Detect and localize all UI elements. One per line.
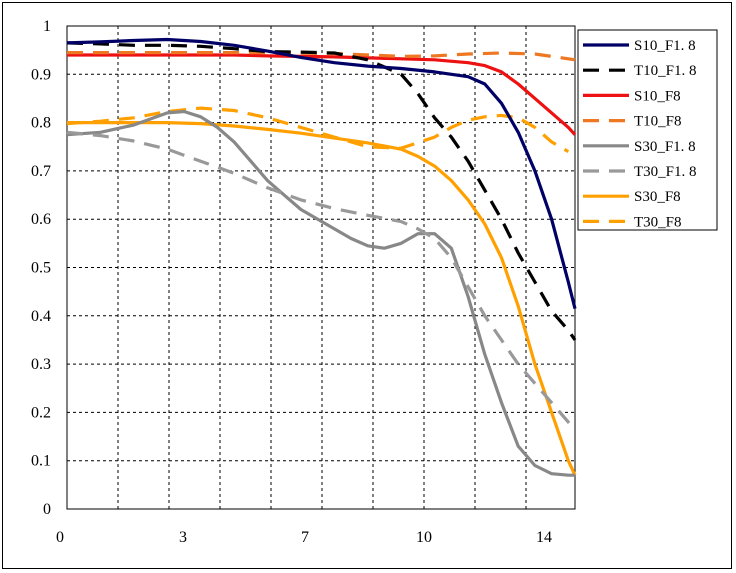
x-tick-label: 0 [56,529,64,546]
y-tick-label: 1 [43,18,51,35]
y-tick-label: 0.7 [31,163,51,180]
series-line-s10-f8 [67,53,577,136]
x-tick-label: 10 [416,529,432,546]
y-tick-label: 0.5 [31,260,51,277]
legend-label: T30_F1. 8 [634,164,697,180]
series-line-s30-f1-8 [66,109,575,477]
x-tick-label: 14 [536,529,552,546]
legend-label: S30_F1. 8 [634,139,696,155]
y-tick-label: 0.9 [31,66,51,83]
series-line-t10-f1-8 [66,41,577,341]
legend-label: S10_F1. 8 [634,38,696,54]
series-line-s30-f8 [67,121,577,476]
y-tick-label: 0.3 [31,356,51,373]
y-tick-label: 0.6 [31,211,51,228]
y-tick-label: 0.8 [31,115,51,132]
legend-label: S10_F8 [634,88,681,104]
x-tick-label: 3 [179,529,187,546]
y-tick-label: 0.4 [31,308,51,325]
x-axis-ticks: 0 3 7 10 14 [56,529,552,546]
y-axis-ticks: 0 0.1 0.2 0.3 0.4 0.5 0.6 0.7 0.8 0.9 1 [31,18,51,518]
x-tick-label: 7 [301,529,309,546]
legend: S10_F1. 8 T10_F1. 8 S10_F8 T10_F8 S30_F1. 8 T… [577,29,718,231]
legend-label: T10_F8 [634,114,682,130]
legend-label: S30_F8 [634,189,681,205]
series-line-s10-f1-8 [66,37,577,309]
y-tick-label: 0.2 [31,404,51,421]
legend-label: T10_F1. 8 [634,63,697,79]
y-tick-label: 0.1 [31,453,51,470]
series-layer [66,37,577,477]
y-tick-label: 0 [43,501,51,518]
series-line-t10-f8 [67,51,576,62]
series-line-t30-f1-8 [66,130,577,431]
legend-label: T30_F8 [634,214,682,230]
